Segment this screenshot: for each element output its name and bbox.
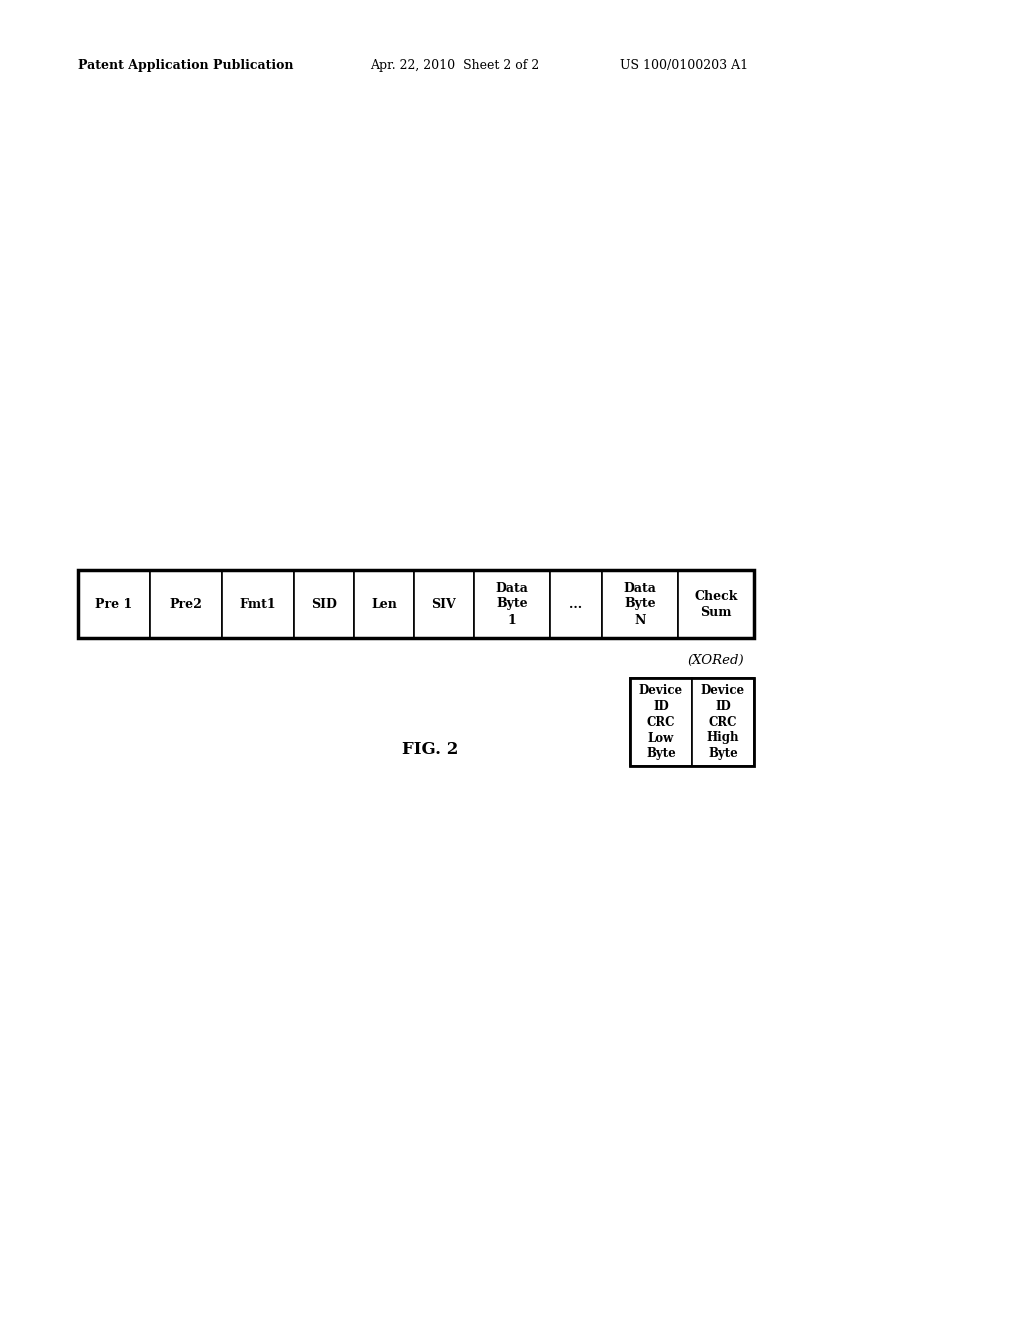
Bar xyxy=(678,570,754,638)
Text: Device
ID
CRC
Low
Byte: Device ID CRC Low Byte xyxy=(639,684,683,760)
Text: US 100/0100203 A1: US 100/0100203 A1 xyxy=(620,58,749,71)
Bar xyxy=(602,570,678,638)
Bar xyxy=(630,678,692,766)
Bar xyxy=(692,678,754,766)
Bar xyxy=(294,570,354,638)
Text: Fmt1: Fmt1 xyxy=(240,598,276,610)
Bar xyxy=(222,570,294,638)
Bar xyxy=(414,570,474,638)
Bar xyxy=(354,570,414,638)
Text: SID: SID xyxy=(311,598,337,610)
Bar xyxy=(550,570,602,638)
Bar xyxy=(150,570,222,638)
Text: Patent Application Publication: Patent Application Publication xyxy=(78,58,294,71)
Text: Data
Byte
1: Data Byte 1 xyxy=(496,582,528,627)
Bar xyxy=(474,570,550,638)
Text: Apr. 22, 2010  Sheet 2 of 2: Apr. 22, 2010 Sheet 2 of 2 xyxy=(370,58,540,71)
Text: ...: ... xyxy=(569,598,583,610)
Text: SIV: SIV xyxy=(432,598,457,610)
Bar xyxy=(78,570,150,638)
Text: Pre 1: Pre 1 xyxy=(95,598,133,610)
Text: Data
Byte
N: Data Byte N xyxy=(624,582,656,627)
Text: Pre2: Pre2 xyxy=(170,598,203,610)
Text: Check
Sum: Check Sum xyxy=(694,590,737,619)
Text: Device
ID
CRC
High
Byte: Device ID CRC High Byte xyxy=(701,684,745,760)
Text: (XORed): (XORed) xyxy=(688,653,744,667)
Bar xyxy=(78,570,754,638)
Bar xyxy=(630,678,754,766)
Text: FIG. 2: FIG. 2 xyxy=(401,742,458,759)
Text: Len: Len xyxy=(371,598,397,610)
